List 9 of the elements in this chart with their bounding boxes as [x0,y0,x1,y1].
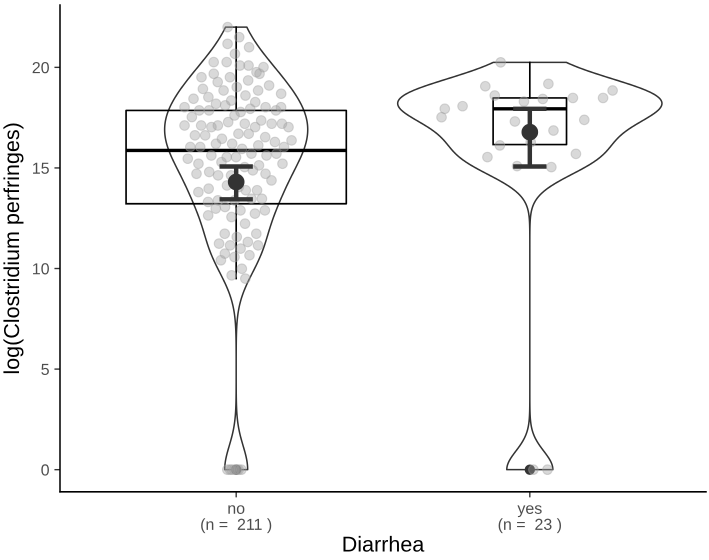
x-axis-title: Diarrhea [343,536,424,552]
y-tick-label: 10 [33,263,49,274]
y-tick-label: 0 [41,464,49,476]
x-tick-label: no (n = 211 ) [201,505,272,534]
y-tick-label: 20 [32,62,49,74]
x-tick-label: yes (n = 23 ) [498,505,562,534]
y-axis-title: log(Clostridium perfringes) [3,124,24,374]
y-tick-label: 15 [33,162,49,174]
y-tick-label: 5 [41,364,49,376]
